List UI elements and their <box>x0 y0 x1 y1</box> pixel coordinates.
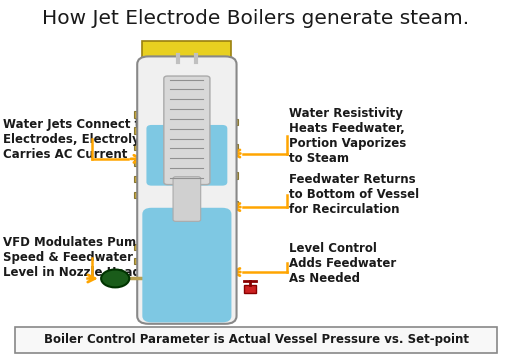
FancyBboxPatch shape <box>142 41 231 64</box>
FancyBboxPatch shape <box>141 64 233 320</box>
Bar <box>134 192 147 198</box>
Text: Feedwater Returns
to Bottom of Vessel
for Recirculation: Feedwater Returns to Bottom of Vessel fo… <box>289 173 419 216</box>
FancyBboxPatch shape <box>164 76 210 185</box>
Bar <box>244 285 256 293</box>
Bar <box>134 127 147 134</box>
Ellipse shape <box>101 270 129 287</box>
FancyBboxPatch shape <box>15 327 497 353</box>
Text: Boiler Control Parameter is Actual Vessel Pressure vs. Set-point: Boiler Control Parameter is Actual Vesse… <box>44 333 468 346</box>
Bar <box>134 111 147 118</box>
FancyBboxPatch shape <box>137 56 237 324</box>
Bar <box>227 172 238 178</box>
Bar <box>227 119 238 125</box>
Bar <box>134 144 147 150</box>
Bar <box>134 244 144 250</box>
Bar <box>134 258 144 264</box>
Text: Water Jets Connect to
Electrodes, Electrolyte
Carries AC Current: Water Jets Connect to Electrodes, Electr… <box>3 118 153 161</box>
Text: Level Control
Adds Feedwater
As Needed: Level Control Adds Feedwater As Needed <box>289 242 396 285</box>
FancyBboxPatch shape <box>146 125 227 186</box>
Text: VFD Modulates Pump
Speed & Feedwater
Level in Nozzle Header: VFD Modulates Pump Speed & Feedwater Lev… <box>3 236 154 279</box>
Text: How Jet Electrode Boilers generate steam.: How Jet Electrode Boilers generate steam… <box>42 9 470 28</box>
Bar <box>227 144 238 150</box>
FancyBboxPatch shape <box>173 177 201 221</box>
Bar <box>227 201 238 207</box>
Text: Water Resistivity
Heats Feedwater,
Portion Vaporizes
to Steam: Water Resistivity Heats Feedwater, Porti… <box>289 107 407 165</box>
FancyBboxPatch shape <box>142 208 231 322</box>
Bar <box>134 176 147 182</box>
Bar <box>134 160 147 166</box>
